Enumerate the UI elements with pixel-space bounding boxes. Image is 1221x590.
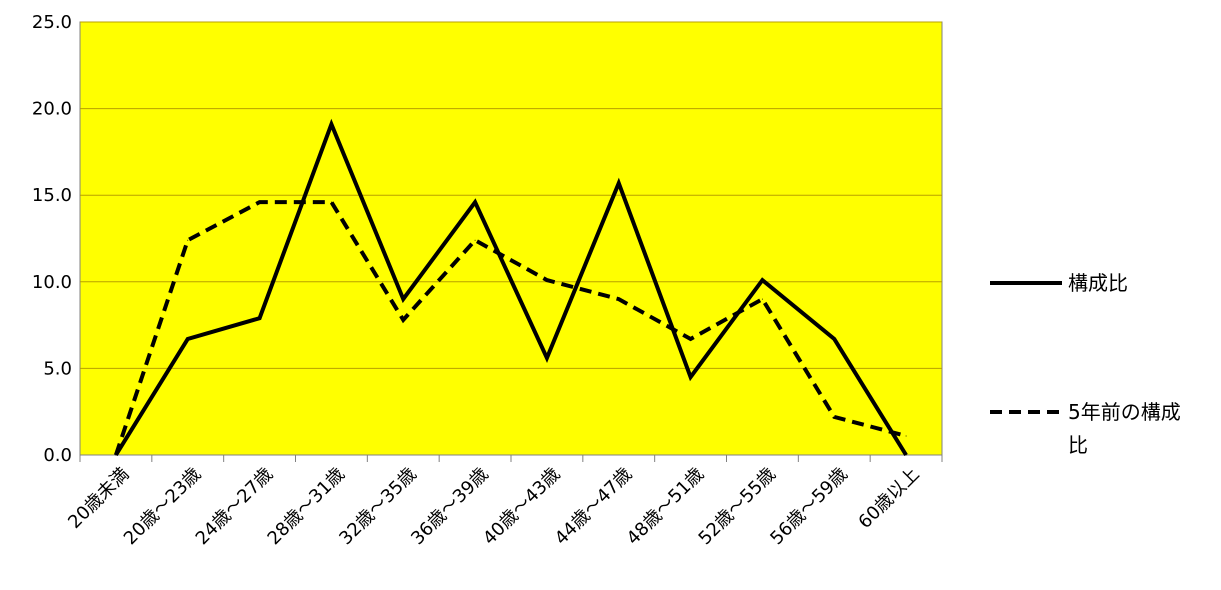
data-point-series-2 bbox=[330, 201, 332, 203]
data-point-series-1 bbox=[187, 338, 189, 340]
data-point-series-2 bbox=[187, 239, 189, 241]
data-point-series-1 bbox=[618, 182, 620, 184]
x-tick-label: 60歳以上 bbox=[854, 464, 923, 533]
data-point-series-1 bbox=[761, 279, 763, 281]
y-tick-label: 20.0 bbox=[32, 99, 72, 120]
legend: 構成比 5年前の構成比 bbox=[990, 271, 1181, 457]
data-point-series-1 bbox=[259, 317, 261, 319]
series-line-1 bbox=[114, 118, 908, 457]
data-point-series-2 bbox=[618, 298, 620, 300]
series-lines bbox=[114, 118, 908, 457]
data-point-series-2 bbox=[115, 454, 117, 456]
legend-label-series-2: 5年前の構成比 bbox=[1068, 400, 1181, 457]
data-point-series-2 bbox=[833, 416, 835, 418]
y-tick-label: 10.0 bbox=[32, 272, 72, 293]
legend-label-series-1: 構成比 bbox=[1068, 271, 1128, 295]
data-point-series-2 bbox=[761, 298, 763, 300]
x-axis: 20歳未満20歳～23歳24歳～27歳28歳～31歳32歳～35歳36歳～39歳… bbox=[64, 454, 943, 549]
x-tick-label: 56歳～59歳 bbox=[766, 464, 851, 549]
data-point-series-2 bbox=[546, 279, 548, 281]
gridlines bbox=[80, 21, 942, 369]
series-line-2 bbox=[114, 200, 907, 456]
data-point-series-1 bbox=[330, 123, 332, 125]
y-axis-tick-labels: 0.0 5.0 10.0 15.0 20.0 25.0 bbox=[32, 12, 72, 466]
data-point-series-2 bbox=[474, 239, 476, 241]
y-tick-label: 5.0 bbox=[43, 358, 72, 379]
data-point-series-2 bbox=[690, 338, 692, 340]
data-point-series-1 bbox=[474, 201, 476, 203]
data-point-series-1 bbox=[905, 454, 907, 456]
data-point-series-1 bbox=[690, 376, 692, 378]
data-point-series-2 bbox=[402, 319, 404, 321]
y-tick-label: 0.0 bbox=[43, 445, 72, 466]
data-point-series-1 bbox=[402, 298, 404, 300]
y-tick-label: 25.0 bbox=[32, 12, 72, 33]
y-tick-label: 15.0 bbox=[32, 185, 72, 206]
data-point-series-1 bbox=[546, 357, 548, 359]
x-tick-label: 20歳未満 bbox=[64, 464, 133, 533]
data-point-series-2 bbox=[259, 201, 261, 203]
plot-area bbox=[79, 21, 943, 456]
data-point-series-1 bbox=[833, 338, 835, 340]
data-point-series-2 bbox=[905, 435, 907, 437]
